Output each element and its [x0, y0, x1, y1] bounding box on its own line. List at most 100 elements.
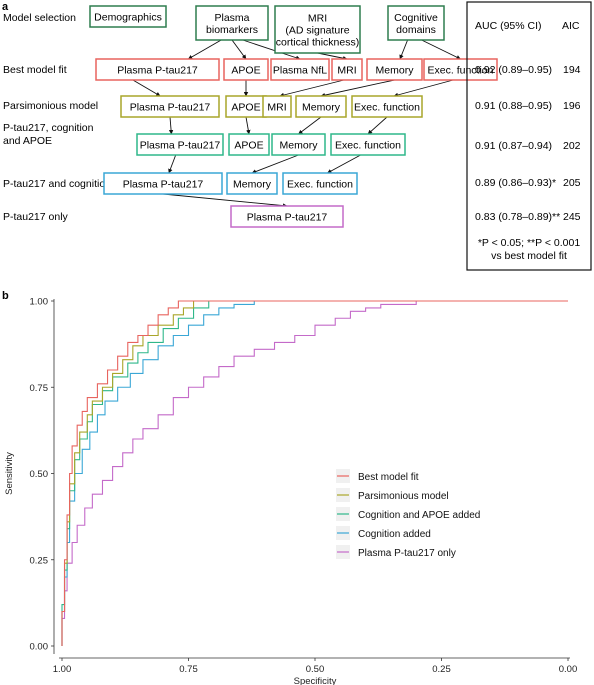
- node-g_ptau-box: [103, 172, 223, 195]
- node-c_mem-box: [271, 133, 326, 156]
- y-tick-label: 0.50: [30, 469, 49, 480]
- connector-arrow: [317, 52, 348, 61]
- panel-b: b 0.000.250.500.751.001.00 0.75 0.50 0.25 0.…: [2, 290, 577, 685]
- node-o_ptau-text: Plasma P-tau217: [247, 212, 328, 224]
- node-c_exec-box: [330, 133, 406, 156]
- node-demo-text: Demographics: [94, 12, 162, 24]
- node-mri-text-2: (AD signature: [285, 25, 349, 37]
- table-auc-cogapoe: 0.91 (0.87–0.94): [475, 140, 552, 152]
- x-axis-title: Specificity: [294, 676, 337, 685]
- node-p_exec-box: [351, 95, 423, 118]
- node-cogdom-box: [387, 5, 445, 41]
- connector-arrow: [399, 39, 409, 60]
- row-label-cogapoe-2: and APOE: [3, 135, 52, 147]
- node-g_mem-box: [226, 172, 278, 195]
- row-label-cog: P-tau217 and cognition: [3, 178, 111, 190]
- row-labels: Model selection Best model fit Parsimoniou…: [3, 12, 111, 223]
- node-plasma-box: [195, 5, 269, 41]
- legend-label-0: Best model fit: [358, 472, 419, 483]
- node-cogdom-text: Cognitive: [394, 12, 438, 24]
- x-tick-label: 0.75: [179, 664, 198, 675]
- connector-arrow: [242, 39, 301, 60]
- connector-arrow: [421, 39, 461, 60]
- node-b_apoe-box: [223, 58, 269, 81]
- y-tick-label: 0.25: [30, 555, 49, 566]
- connector-arrow: [251, 154, 299, 174]
- node-demo-box: [89, 5, 167, 28]
- connector-arrow: [162, 193, 288, 208]
- table-aic-best: 194: [563, 64, 581, 76]
- node-c_exec-text: Exec. function: [335, 140, 401, 152]
- node-g_exec-box: [282, 172, 358, 195]
- y-tick-label: 0.00: [30, 642, 49, 653]
- node-mri-text-3: cortical thickness): [276, 37, 359, 49]
- node-c_ptau-box: [136, 133, 224, 156]
- series-line-1: [61, 300, 568, 646]
- node-c_apoe-box: [228, 133, 270, 156]
- node-p_mri-box: [262, 95, 292, 118]
- auc-aic-table: AUC (95% CI) AIC 0.92 (0.89–0.95) 194 0.91…: [466, 1, 592, 271]
- node-p_mri-text: MRI: [267, 102, 286, 114]
- row-label-pars: Parsimonious model: [3, 100, 98, 112]
- node-p_mem-box: [295, 95, 347, 118]
- node-p_apoe-text: APOE: [231, 102, 260, 114]
- node-b_ptau-text: Plasma P-tau217: [117, 65, 198, 77]
- connector-arrow: [187, 39, 222, 60]
- connector-arrow: [393, 79, 454, 98]
- connector-arrow: [327, 154, 361, 174]
- node-b_mem-box: [366, 58, 423, 81]
- y-axis-title: Sensitivity: [4, 452, 15, 495]
- panel-a: a Model selection Best model fit Parsimoni…: [2, 1, 592, 271]
- node-b_exec-text: Exec. function: [428, 65, 494, 77]
- table-aic-cog: 205: [563, 177, 581, 189]
- node-c_ptau-text: Plasma P-tau217: [140, 140, 221, 152]
- row-label-model_selection: Model selection: [3, 12, 76, 24]
- connector-arrow: [279, 79, 345, 98]
- x-tick-label: 0.50: [306, 664, 325, 675]
- connector-arrow: [245, 116, 251, 135]
- connector-arrow: [298, 116, 322, 135]
- series-line-0: [61, 300, 568, 646]
- connector-arrow: [320, 79, 395, 98]
- y-tick-label: 1.00: [30, 297, 49, 308]
- x-tick-label: 1.00: [53, 664, 72, 675]
- row-label-best: Best model fit: [3, 64, 67, 76]
- table-footnote-line-2: vs best model fit: [491, 250, 567, 262]
- table-aic-ptau: 245: [563, 211, 581, 223]
- legend-label-3: Cognition added: [358, 529, 431, 540]
- node-p_ptau-text: Plasma P-tau217: [130, 102, 211, 114]
- x-tick-label: 0.25: [432, 664, 451, 675]
- connector-arrow: [168, 116, 174, 135]
- table-aic-pars: 196: [563, 100, 581, 112]
- node-o_ptau-box: [230, 205, 344, 228]
- connector-arrow: [132, 79, 161, 97]
- table-auc-ptau: 0.83 (0.78–0.89)**: [475, 211, 560, 223]
- node-mri-text: MRI: [308, 13, 327, 25]
- node-p_exec-text: Exec. function: [354, 102, 420, 114]
- node-mri-box: [274, 5, 361, 54]
- node-c_mem-text: Memory: [280, 140, 319, 152]
- legend-label-1: Parsimonious model: [358, 491, 449, 502]
- node-p_mem-text: Memory: [302, 102, 341, 114]
- node-b_nfl-box: [270, 58, 330, 81]
- node-b_mem-text: Memory: [376, 65, 415, 77]
- node-b_mri-text: MRI: [337, 65, 356, 77]
- table-auc-pars: 0.91 (0.88–0.95): [475, 100, 552, 112]
- table-footnote-line-1: *P < 0.05; **P < 0.001: [478, 237, 581, 249]
- diagram-connectors: [132, 39, 461, 208]
- table-header-auc: AUC (95% CI): [475, 20, 542, 32]
- table-header-aic: AIC: [562, 20, 580, 32]
- connector-arrow: [367, 116, 388, 135]
- table-rows: 0.92 (0.89–0.95) 194 0.91 (0.88–0.95) 196 0.…: [475, 64, 581, 223]
- node-g_mem-text: Memory: [233, 179, 272, 191]
- row-label-ptau: P-tau217 only: [3, 211, 69, 223]
- node-cogdom-text-2: domains: [396, 24, 436, 36]
- node-b_mri-box: [331, 58, 363, 81]
- table-auc-best: 0.92 (0.89–0.95): [475, 64, 552, 76]
- panel-b-label: b: [2, 290, 9, 302]
- legend-label-4: Plasma P-tau217 only: [358, 548, 456, 559]
- series-line-4: [61, 300, 568, 646]
- panel-a-label: a: [2, 1, 9, 13]
- row-label-cogapoe: P-tau217, cognition: [3, 122, 94, 134]
- table-auc-cog: 0.89 (0.86–0.93)*: [475, 177, 556, 189]
